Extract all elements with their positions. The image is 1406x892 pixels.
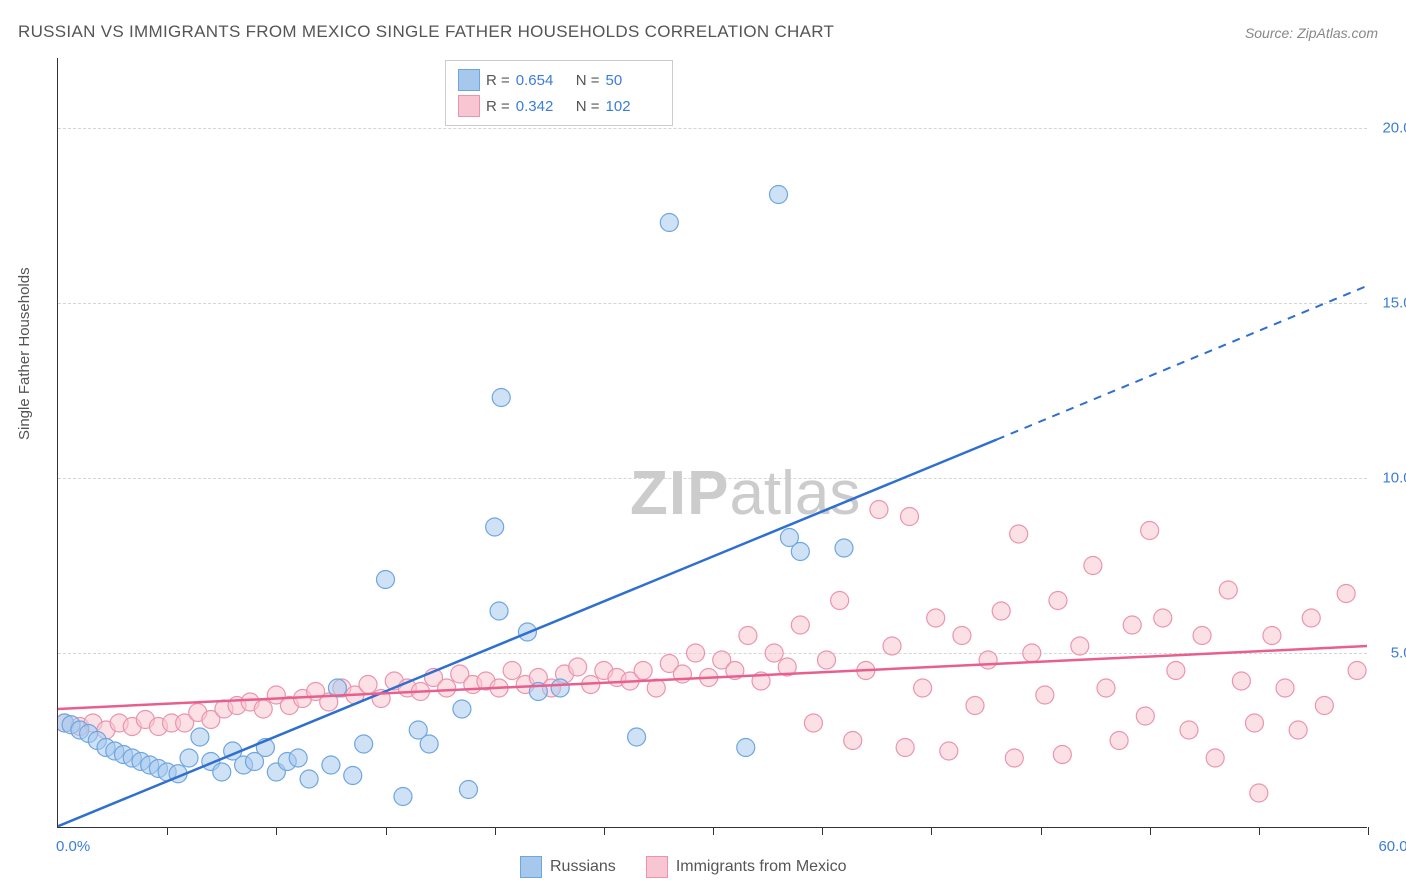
x-axis-origin-label: 0.0% <box>56 838 90 855</box>
swatch-russians <box>458 69 480 91</box>
correlation-legend: R = 0.654 N = 50 R = 0.342 N = 102 <box>445 60 673 126</box>
legend-item-mexico: Immigrants from Mexico <box>646 856 847 878</box>
legend-item-russians: Russians <box>520 856 616 878</box>
series-legend: Russians Immigrants from Mexico <box>520 856 847 878</box>
swatch-mexico <box>458 95 480 117</box>
swatch-mexico-bottom <box>646 856 668 878</box>
legend-label-mexico: Immigrants from Mexico <box>676 858 847 876</box>
y-tick-label: 20.0% <box>1382 120 1406 137</box>
legend-row-mexico: R = 0.342 N = 102 <box>458 93 660 119</box>
y-axis-label: Single Father Households <box>16 267 33 440</box>
legend-label-russians: Russians <box>550 858 616 876</box>
x-axis-max-label: 60.0% <box>1378 838 1406 855</box>
y-tick-label: 15.0% <box>1382 295 1406 312</box>
y-tick-label: 5.0% <box>1391 645 1406 662</box>
swatch-russians-bottom <box>520 856 542 878</box>
plot-area: ZIPatlas 0.0% 60.0% 5.0%10.0%15.0%20.0% <box>57 58 1367 828</box>
source-attribution: Source: ZipAtlas.com <box>1245 25 1378 41</box>
chart-title: RUSSIAN VS IMMIGRANTS FROM MEXICO SINGLE… <box>18 22 834 42</box>
legend-row-russians: R = 0.654 N = 50 <box>458 67 660 93</box>
y-tick-label: 10.0% <box>1382 470 1406 487</box>
chart-svg <box>58 58 1367 827</box>
